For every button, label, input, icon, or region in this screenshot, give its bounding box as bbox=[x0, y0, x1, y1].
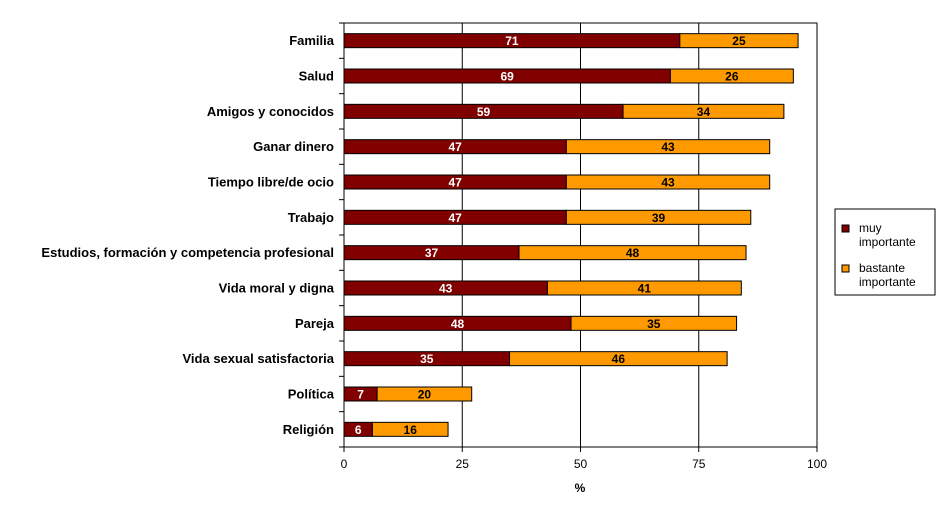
x-tick-label: 25 bbox=[456, 457, 470, 471]
bar-segment bbox=[509, 351, 728, 367]
data-label: 35 bbox=[647, 317, 661, 331]
legend-swatch bbox=[841, 224, 850, 233]
category-label: Vida moral y digna bbox=[219, 281, 335, 296]
category-label: Amigos y conocidos bbox=[207, 104, 334, 119]
data-label: 59 bbox=[477, 105, 491, 119]
category-label: Salud bbox=[299, 69, 334, 84]
data-label: 43 bbox=[661, 176, 675, 190]
data-label: 43 bbox=[661, 140, 675, 154]
legend-swatch bbox=[841, 264, 850, 273]
data-label: 34 bbox=[697, 105, 711, 119]
bars-group: 71 25 69 26 59 34 47 43 47 43 47 39 37 48 43 41 48 35 35 46… bbox=[343, 33, 799, 437]
bar-segment bbox=[679, 33, 799, 49]
data-label: 20 bbox=[418, 388, 432, 402]
data-label: 35 bbox=[420, 352, 434, 366]
category-labels: Familia Salud Amigos y conocidos Ganar dine… bbox=[41, 33, 334, 437]
legend-label: bastante importante bbox=[859, 261, 916, 289]
x-tick-label: 100 bbox=[807, 457, 827, 471]
data-label: 6 bbox=[355, 423, 362, 437]
bar-segment bbox=[376, 386, 473, 402]
category-label: Estudios, formación y competencia profes… bbox=[41, 245, 334, 260]
bar-segment bbox=[565, 209, 752, 225]
legend-label: muy importante bbox=[859, 221, 916, 249]
bar-segment bbox=[565, 174, 771, 190]
data-label: 47 bbox=[448, 211, 462, 225]
data-label: 69 bbox=[501, 70, 515, 84]
data-label: 7 bbox=[357, 388, 364, 402]
data-label: 46 bbox=[612, 352, 626, 366]
data-label: 47 bbox=[448, 176, 462, 190]
category-label: Pareja bbox=[295, 316, 335, 331]
legend-box bbox=[834, 208, 936, 296]
data-label: 39 bbox=[652, 211, 666, 225]
data-label: 26 bbox=[725, 70, 739, 84]
data-label: 47 bbox=[448, 140, 462, 154]
category-label: Familia bbox=[289, 33, 335, 48]
category-label: Religión bbox=[283, 422, 334, 437]
legend: muy importante bastante importante bbox=[834, 208, 936, 296]
x-tick-label: 0 bbox=[341, 457, 348, 471]
data-label: 48 bbox=[626, 246, 640, 260]
category-label: Ganar dinero bbox=[253, 139, 334, 154]
category-label: Vida sexual satisfactoria bbox=[182, 351, 334, 366]
bar-segment bbox=[565, 139, 771, 155]
x-tick-label: 50 bbox=[574, 457, 588, 471]
data-label: 16 bbox=[404, 423, 418, 437]
bar-segment bbox=[622, 103, 785, 119]
data-label: 41 bbox=[638, 282, 652, 296]
bar-segment bbox=[669, 68, 794, 84]
category-label: Trabajo bbox=[288, 210, 334, 225]
category-label: Política bbox=[288, 387, 335, 402]
x-axis: 0 25 50 75 100 bbox=[339, 22, 827, 471]
data-label: 37 bbox=[425, 246, 439, 260]
data-label: 71 bbox=[505, 34, 519, 48]
bar-segment bbox=[570, 315, 738, 331]
data-label: 43 bbox=[439, 282, 453, 296]
bar-segment bbox=[518, 245, 747, 261]
gridlines bbox=[343, 22, 818, 448]
x-tick-label: 75 bbox=[692, 457, 706, 471]
bar-segment bbox=[371, 421, 449, 437]
data-label: 48 bbox=[451, 317, 465, 331]
bar-segment bbox=[546, 280, 742, 296]
data-label: 25 bbox=[732, 34, 746, 48]
x-axis-title: % bbox=[575, 481, 586, 495]
category-label: Tiempo libre/de ocio bbox=[208, 175, 334, 190]
